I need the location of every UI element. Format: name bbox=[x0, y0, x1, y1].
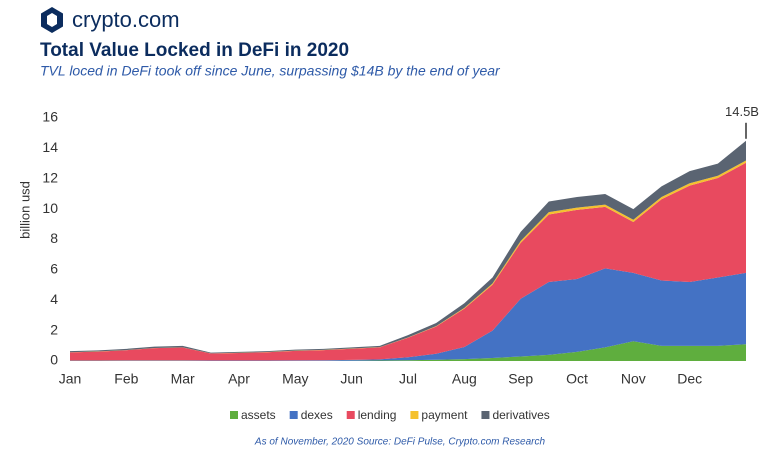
x-tick-label: Aug bbox=[452, 371, 477, 387]
chart-subtitle: TVL loced in DeFi took off since June, s… bbox=[40, 63, 501, 79]
legend-swatch bbox=[410, 411, 419, 419]
area bbox=[70, 341, 746, 361]
legend-swatch bbox=[346, 411, 355, 419]
y-axis-label: billion usd bbox=[17, 181, 32, 239]
annotation: 14.5B bbox=[725, 104, 759, 119]
legend-swatch bbox=[230, 411, 238, 419]
logo bbox=[41, 7, 63, 33]
area bbox=[70, 162, 746, 361]
legend-label: dexes bbox=[301, 408, 333, 422]
x-tick-label: Dec bbox=[677, 371, 702, 387]
legend-label: derivatives bbox=[492, 408, 549, 422]
chart-title: Total Value Locked in DeFi in 2020 bbox=[40, 40, 349, 61]
y-tick-label: 14 bbox=[42, 139, 58, 155]
x-tick-label: Apr bbox=[228, 371, 250, 387]
legend-label: payment bbox=[421, 408, 468, 422]
x-tick-label: Mar bbox=[171, 371, 195, 387]
area bbox=[70, 160, 746, 354]
legend-label: assets bbox=[241, 408, 276, 422]
y-tick-label: 12 bbox=[42, 169, 58, 185]
y-tick-label: 6 bbox=[50, 261, 58, 277]
y-tick-label: 8 bbox=[50, 230, 58, 246]
source-note: As of November, 2020 Source: DeFi Pulse,… bbox=[254, 437, 546, 448]
y-tick-label: 16 bbox=[42, 109, 58, 125]
x-tick-label: Oct bbox=[566, 371, 588, 387]
x-tick-label: Jun bbox=[340, 371, 363, 387]
x-tick-label: Sep bbox=[508, 371, 533, 387]
x-tick-label: Jan bbox=[59, 371, 82, 387]
y-tick-label: 0 bbox=[50, 352, 58, 368]
area bbox=[70, 268, 746, 361]
brand: crypto.com bbox=[72, 7, 180, 32]
x-tick-label: May bbox=[282, 371, 308, 387]
legend-swatch bbox=[289, 411, 298, 419]
y-tick-label: 4 bbox=[50, 291, 58, 307]
y-tick-label: 10 bbox=[42, 200, 58, 216]
x-tick-label: Feb bbox=[114, 371, 138, 387]
y-tick-label: 2 bbox=[50, 321, 58, 337]
x-tick-label: Nov bbox=[621, 371, 646, 387]
legend-swatch bbox=[481, 411, 490, 419]
legend-label: lending bbox=[358, 408, 397, 422]
x-tick-label: Jul bbox=[399, 371, 417, 387]
